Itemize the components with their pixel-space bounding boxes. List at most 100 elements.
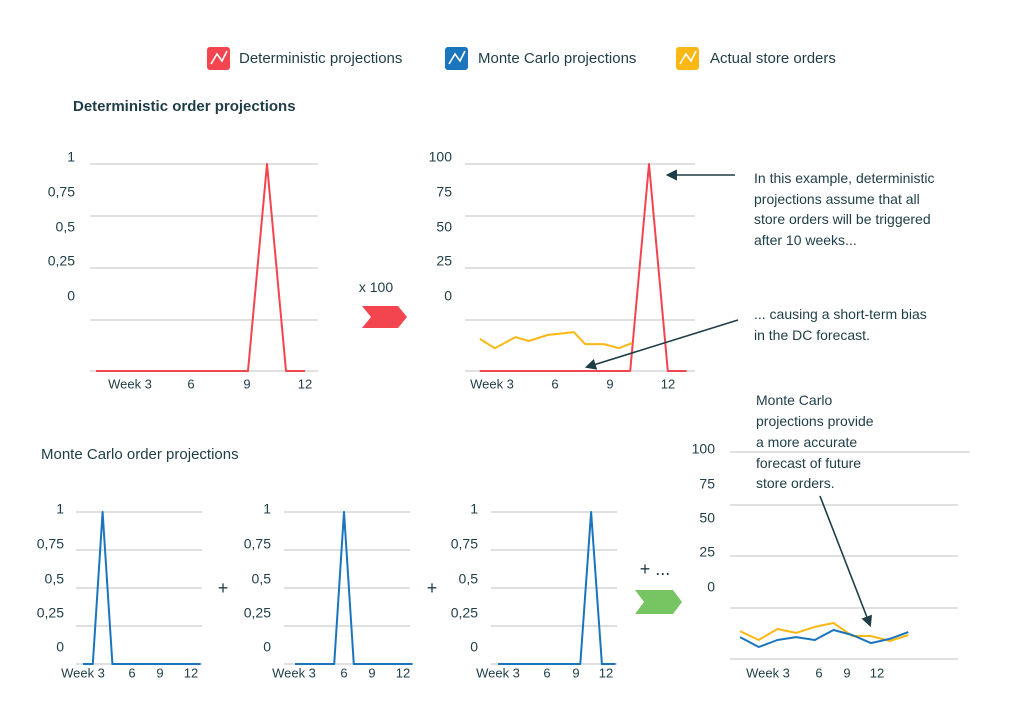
y-tick-label: 50 bbox=[699, 510, 715, 526]
series-line bbox=[295, 511, 413, 665]
y-tick-label: 0,25 bbox=[451, 605, 478, 621]
annotation-line: after 10 weeks... bbox=[754, 232, 857, 248]
x-tick-label: 6 bbox=[187, 376, 194, 391]
annotation-line: store orders. bbox=[756, 475, 835, 491]
x-tick-label: Week 3 bbox=[61, 665, 105, 680]
y-tick-label: 0,25 bbox=[37, 605, 64, 621]
y-tick-label: 0 bbox=[470, 639, 478, 655]
x-tick-label: 6 bbox=[340, 665, 347, 680]
y-tick-label: 75 bbox=[699, 476, 715, 492]
x-tick-label: 9 bbox=[368, 665, 375, 680]
y-tick-label: 0 bbox=[67, 288, 75, 304]
chart-det: 1 0,75 0,5 0,25 0 Week 3 6 9 12 bbox=[48, 149, 318, 391]
chart-mcA: 1 0,75 0,5 0,25 0 Week 3 6 9 12 bbox=[37, 501, 202, 680]
deterministic-title: Deterministic order projections bbox=[73, 98, 296, 115]
y-tick-label: 0,5 bbox=[252, 571, 272, 587]
y-tick-label: 25 bbox=[436, 253, 452, 269]
annotation-line: ... causing a short-term bias bbox=[754, 306, 927, 322]
series-line bbox=[83, 511, 201, 665]
y-tick-label: 1 bbox=[470, 501, 478, 517]
series-line bbox=[96, 163, 305, 372]
legend-item-monte-carlo: Monte Carlo projections bbox=[445, 47, 636, 70]
plus-sign: + bbox=[218, 578, 229, 598]
x-tick-label: 12 bbox=[661, 376, 675, 391]
annotation-line: store orders will be triggered bbox=[754, 211, 931, 227]
x-tick-label: 6 bbox=[815, 665, 822, 680]
series-line bbox=[479, 163, 687, 372]
x-tick-label: 12 bbox=[599, 665, 613, 680]
x-tick-label: 9 bbox=[843, 665, 850, 680]
legend-item-deterministic: Deterministic projections bbox=[207, 47, 402, 70]
y-tick-label: 0,5 bbox=[56, 219, 76, 235]
annotation-deterministic-peak: In this example, deterministic projectio… bbox=[665, 169, 935, 248]
y-tick-label: 0 bbox=[56, 639, 64, 655]
y-tick-label: 75 bbox=[436, 184, 452, 200]
annotation-bias: ... causing a short-term bias in the DC … bbox=[584, 306, 927, 370]
x-tick-label: 6 bbox=[128, 665, 135, 680]
x-tick-label: 12 bbox=[396, 665, 410, 680]
chevron-arrow-icon bbox=[635, 590, 682, 614]
y-tick-label: 0,5 bbox=[459, 571, 479, 587]
y-tick-label: 0 bbox=[263, 639, 271, 655]
annotation-arrow bbox=[819, 495, 872, 628]
x-tick-label: 12 bbox=[184, 665, 198, 680]
x-tick-label: 9 bbox=[572, 665, 579, 680]
series-line bbox=[479, 331, 633, 350]
annotation-line: projections assume that all bbox=[754, 191, 920, 207]
y-tick-label: 1 bbox=[263, 501, 271, 517]
y-tick-label: 0 bbox=[444, 288, 452, 304]
annotation-line: Monte Carlo bbox=[756, 392, 832, 408]
y-tick-label: 0,75 bbox=[48, 184, 75, 200]
x-tick-label: Week 3 bbox=[108, 376, 152, 391]
x-tick-label: 9 bbox=[243, 376, 250, 391]
y-tick-label: 0,25 bbox=[48, 253, 75, 269]
y-tick-label: 0,25 bbox=[244, 605, 271, 621]
monte-carlo-title: Monte Carlo order projections bbox=[41, 446, 239, 463]
legend-label: Actual store orders bbox=[710, 50, 836, 67]
series-line bbox=[739, 629, 909, 648]
x-tick-label: 9 bbox=[156, 665, 163, 680]
y-tick-label: 0 bbox=[707, 579, 715, 595]
line-chart-icon bbox=[676, 47, 699, 70]
x-tick-label: 12 bbox=[870, 665, 884, 680]
y-tick-label: 50 bbox=[436, 219, 452, 235]
chart-mcC: 1 0,75 0,5 0,25 0 Week 3 6 9 12 bbox=[451, 501, 617, 680]
annotation-line: in the DC forecast. bbox=[754, 327, 870, 343]
x-tick-label: Week 3 bbox=[476, 665, 520, 680]
y-tick-label: 0,75 bbox=[37, 536, 64, 552]
legend: Deterministic projections Monte Carlo pr… bbox=[207, 47, 836, 70]
annotation-monte-carlo: Monte Carlo projections provide a more a… bbox=[756, 392, 874, 628]
y-tick-label: 1 bbox=[56, 501, 64, 517]
series-line bbox=[498, 511, 616, 665]
x-tick-label: Week 3 bbox=[746, 665, 790, 680]
line-chart-icon bbox=[207, 47, 230, 70]
x-tick-label: Week 3 bbox=[272, 665, 316, 680]
legend-label: Deterministic projections bbox=[239, 50, 402, 67]
x-tick-label: 6 bbox=[551, 376, 558, 391]
y-tick-label: 100 bbox=[692, 441, 716, 457]
x-tick-label: Week 3 bbox=[470, 376, 514, 391]
y-tick-label: 1 bbox=[67, 149, 75, 165]
annotation-line: a more accurate bbox=[756, 434, 857, 450]
y-tick-label: 0,75 bbox=[451, 536, 478, 552]
chart-mcSum: 100 75 50 25 0 Week 3 6 9 12 bbox=[692, 441, 970, 680]
x-tick-label: 12 bbox=[298, 376, 312, 391]
annotation-line: forecast of future bbox=[756, 455, 861, 471]
multiply-label: x 100 bbox=[359, 279, 393, 295]
chart-det100: 100 75 50 25 0 Week 3 6 9 12 bbox=[429, 149, 695, 391]
y-tick-label: 0,5 bbox=[45, 571, 65, 587]
x-tick-label: 9 bbox=[606, 376, 613, 391]
y-tick-label: 25 bbox=[699, 544, 715, 560]
plus-sign: + bbox=[427, 578, 438, 598]
chevron-arrow-icon bbox=[362, 306, 407, 328]
legend-label: Monte Carlo projections bbox=[478, 50, 636, 67]
annotation-line: projections provide bbox=[756, 413, 874, 429]
y-tick-label: 100 bbox=[429, 149, 453, 165]
line-chart-icon bbox=[445, 47, 468, 70]
legend-item-actual: Actual store orders bbox=[676, 47, 836, 70]
x-tick-label: 6 bbox=[543, 665, 550, 680]
plus-more-sign: + ... bbox=[640, 559, 671, 579]
annotation-line: In this example, deterministic bbox=[754, 170, 935, 186]
